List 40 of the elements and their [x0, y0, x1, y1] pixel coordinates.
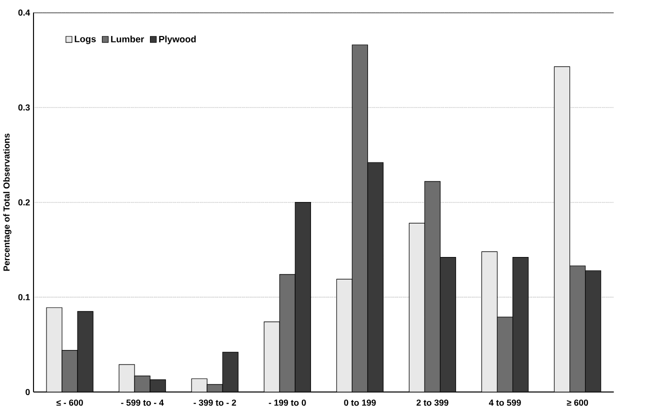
x-tick-label: - 199 to 0 — [268, 399, 306, 406]
x-tick-label: ≥ 600 — [566, 399, 588, 406]
bar — [496, 316, 514, 392]
x-tick-label: ≤ - 600 — [56, 399, 83, 406]
legend-label: Lumber — [111, 36, 144, 42]
x-tick-label: 2 to 399 — [416, 399, 448, 406]
x-tick-label: 4 to 599 — [488, 399, 521, 406]
bar — [367, 162, 384, 392]
bar — [62, 350, 78, 392]
legend-label: Plywood — [159, 36, 196, 44]
bar — [554, 66, 570, 392]
bar — [264, 321, 280, 392]
bar — [352, 44, 368, 392]
x-tick-label: - 599 to - 4 — [121, 399, 164, 406]
y-tick-label: 0.1 — [18, 294, 30, 300]
bar — [222, 352, 238, 392]
y-tick-label: 0.4 — [18, 9, 30, 16]
legend-label: Logs — [74, 36, 96, 44]
y-tick-label: 0.2 — [18, 199, 30, 206]
y-tick-label: 0.3 — [18, 104, 30, 110]
bar — [294, 202, 311, 392]
bar — [279, 274, 296, 392]
bar — [424, 181, 441, 392]
x-tick-label: - 399 to - 2 — [194, 399, 236, 406]
bar — [134, 375, 150, 392]
bar — [150, 380, 166, 392]
bar — [481, 251, 498, 392]
bar — [585, 270, 602, 392]
bar — [408, 222, 425, 392]
bar — [512, 256, 529, 392]
y-tick-label: 0 — [26, 388, 30, 395]
bar — [440, 256, 456, 392]
bar — [118, 364, 135, 392]
y-axis-title: Percentage of Total Observations — [3, 133, 12, 271]
bar — [192, 378, 208, 392]
bar — [336, 278, 352, 392]
bar — [569, 265, 586, 392]
bar — [77, 310, 94, 392]
bar — [46, 307, 62, 392]
x-tick-label: 0 to 199 — [344, 399, 376, 406]
